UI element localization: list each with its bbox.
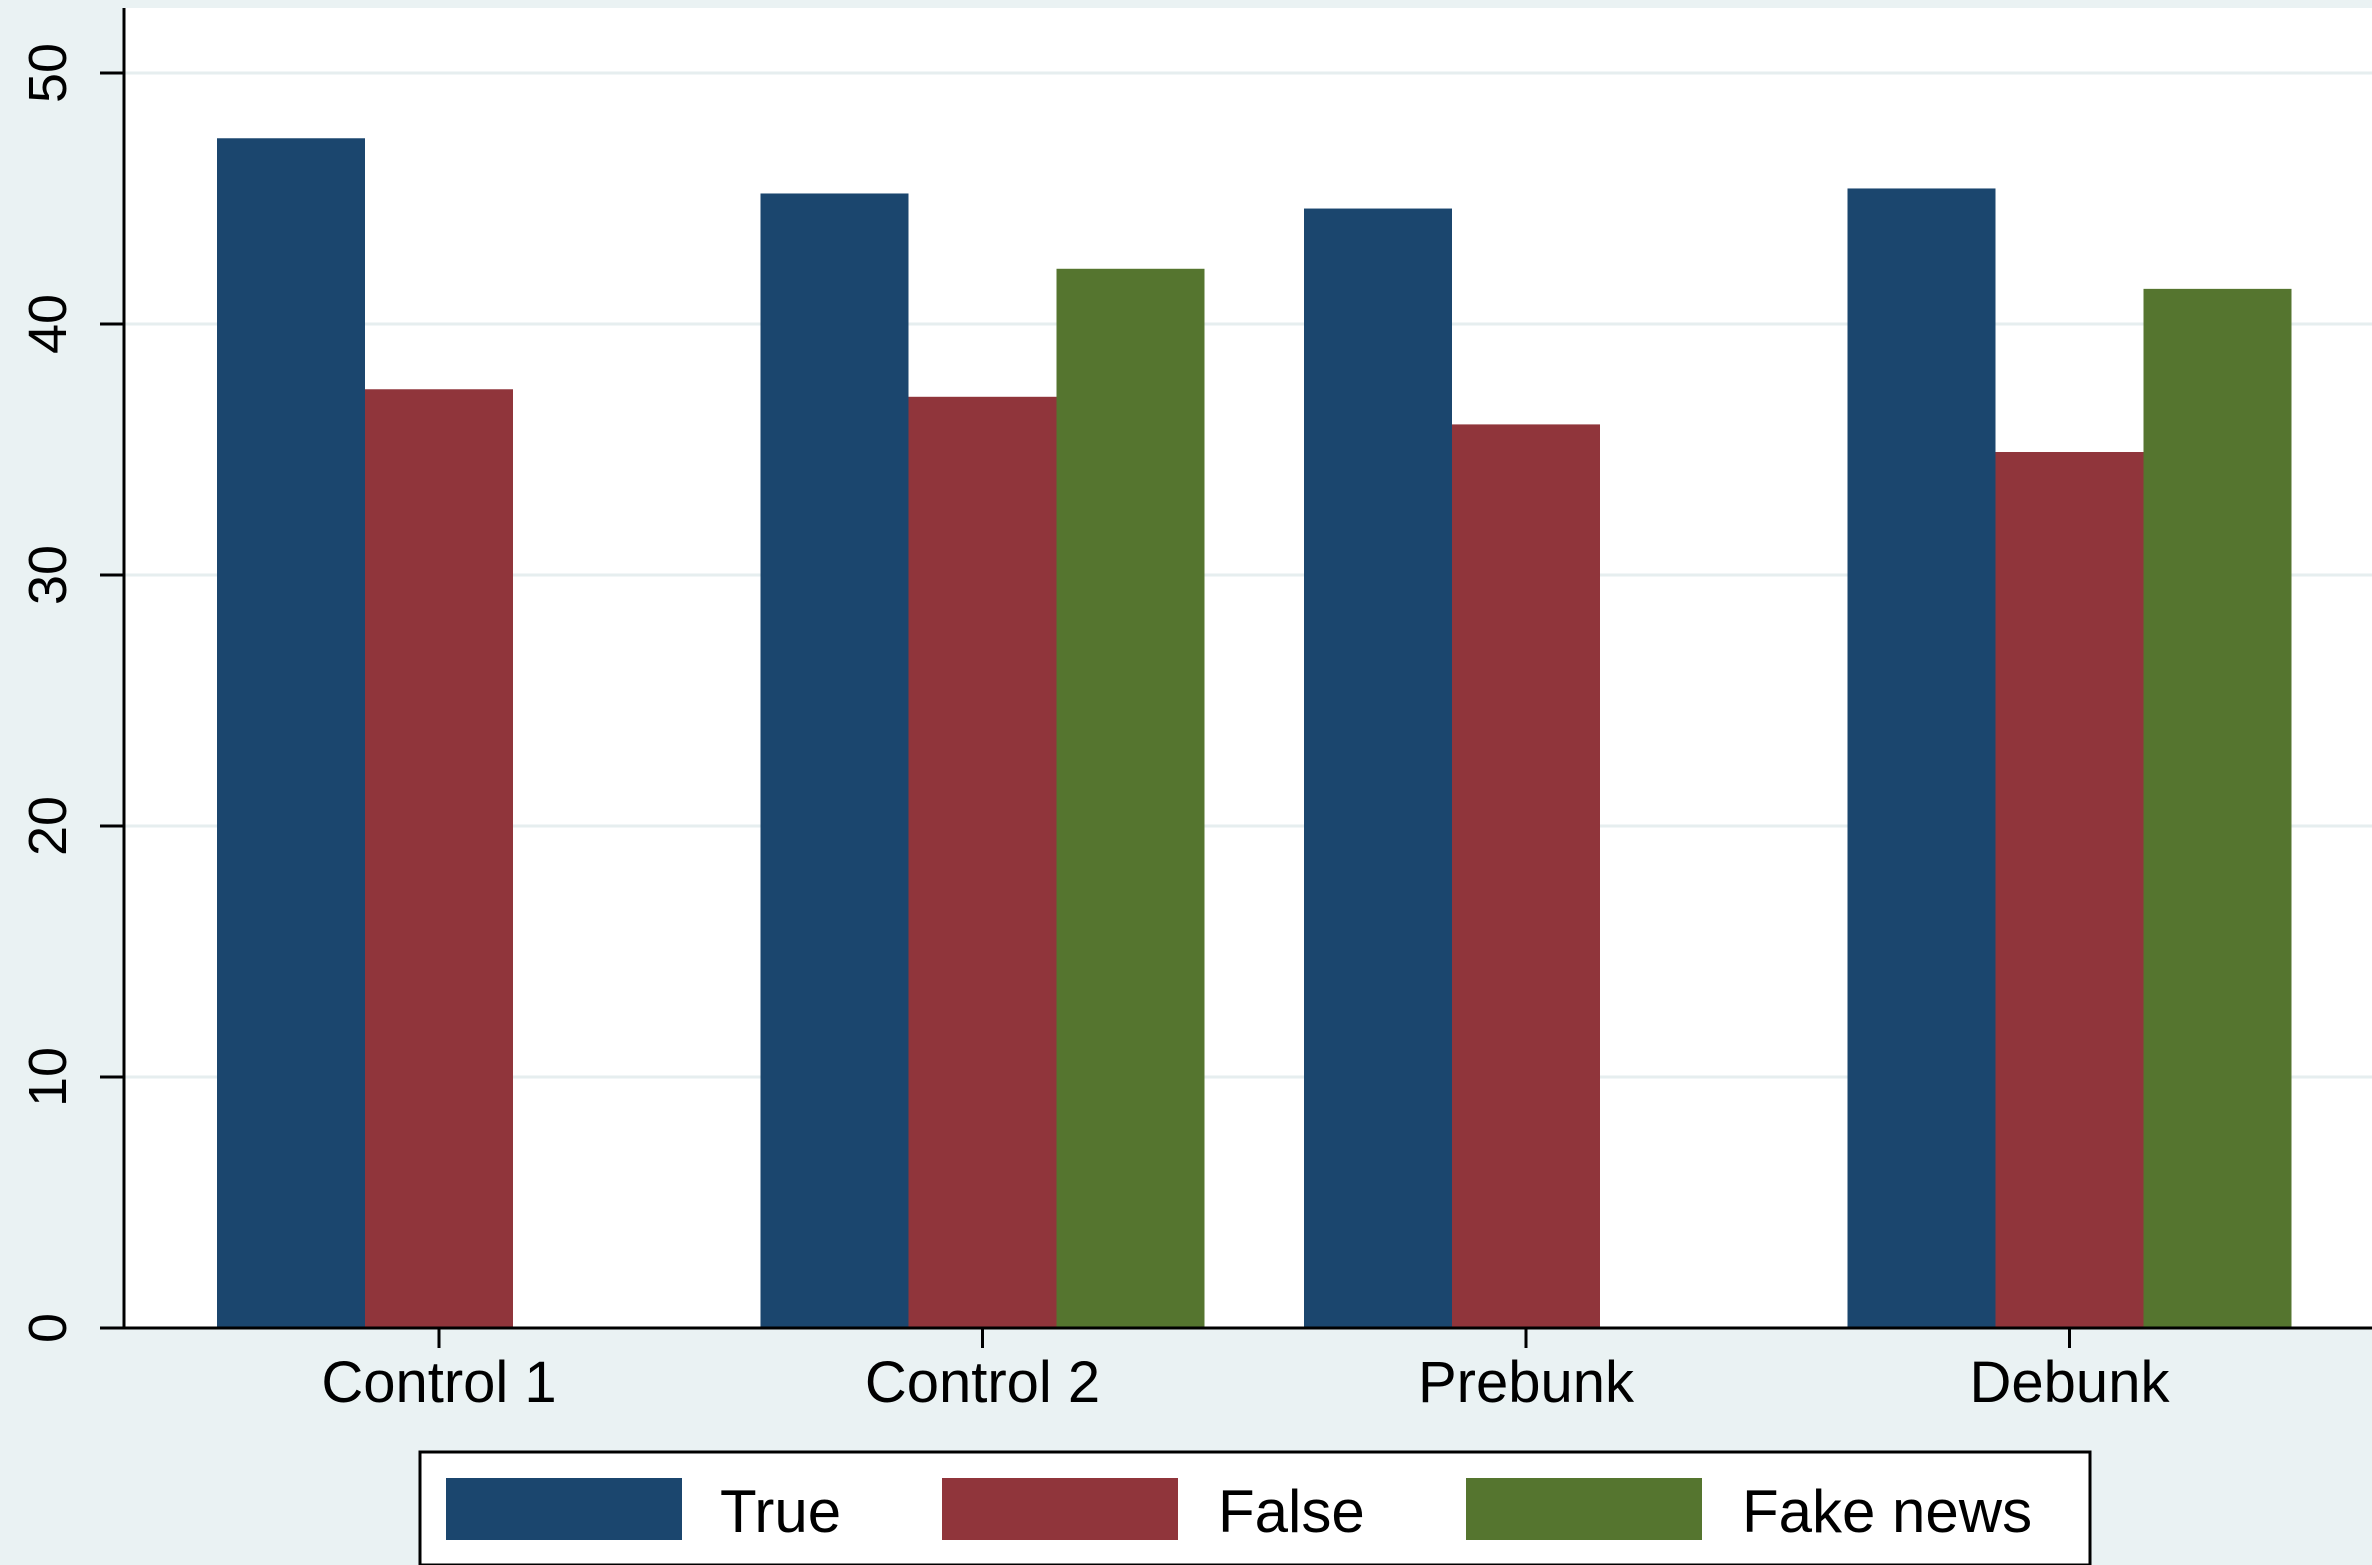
bar-fake-news [2143,288,2292,1328]
bar-false [1452,424,1600,1328]
legend-label: False [1218,1478,1365,1545]
bar-fake-news [1056,268,1205,1328]
category-label: Control 1 [321,1350,556,1415]
y-tick-label: 0 [18,1313,78,1343]
y-axis-ticks: 0 10 20 30 40 50 [18,43,124,1343]
category-label: Control 2 [865,1350,1100,1415]
y-tick-label: 50 [18,43,78,103]
bar-false [365,389,513,1328]
legend-swatch-fake-news [1466,1478,1702,1540]
bars [217,138,2292,1329]
category-label: Prebunk [1418,1350,1635,1415]
legend-label: Fake news [1742,1478,2032,1545]
bar-false [908,396,1057,1328]
legend-box [418,1450,2092,1565]
legend: True False Fake news [418,1450,2092,1565]
y-tick-label: 40 [18,294,78,354]
bar-true [760,193,909,1329]
bar-true [217,138,365,1328]
legend-swatch-true [446,1478,682,1540]
y-tick-label: 10 [18,1047,78,1107]
legend-label: True [720,1478,841,1545]
legend-swatch-false [942,1478,1178,1540]
y-tick-label: 20 [18,796,78,856]
category-label: Debunk [1970,1350,2171,1415]
x-axis-labels: Control 1 Control 2 Prebunk Debunk [321,1328,2170,1415]
bar-true [1847,188,1996,1329]
bar-false [1995,452,2144,1328]
bar-true [1304,208,1452,1328]
y-tick-label: 30 [18,545,78,605]
